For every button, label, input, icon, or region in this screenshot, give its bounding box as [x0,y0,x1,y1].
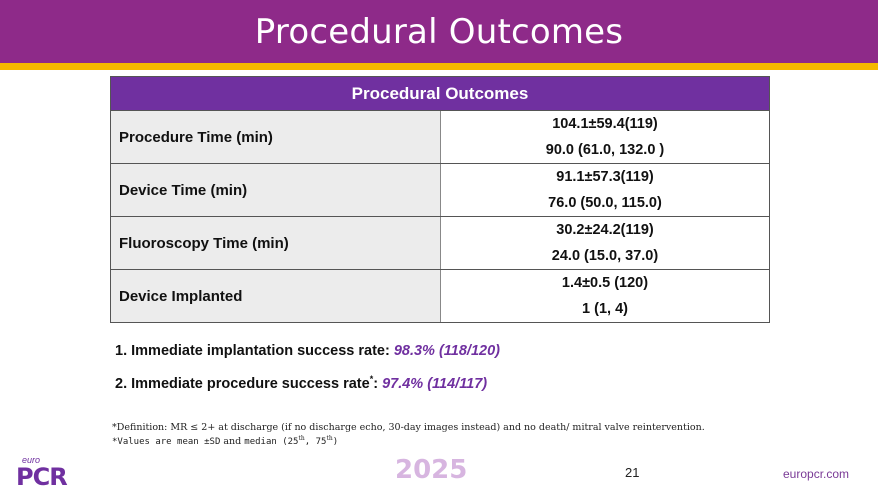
table-row: Device Implanted 1.4±0.5 (120) 1 (1, 4) [111,270,769,322]
row-value-mean: 104.1±59.4(119) [552,116,658,132]
title-bar: Procedural Outcomes [0,0,878,63]
row-value-median: 76.0 (50.0, 115.0) [548,195,662,211]
row-value-median: 90.0 (61.0, 132.0 ) [545,142,665,158]
slide-title: Procedural Outcomes [254,11,624,52]
title-stripe [0,63,878,70]
table-row: Device Time (min) 91.1±57.3(119) 76.0 (5… [111,164,769,217]
row-value-mean: 30.2±24.2(119) [556,222,654,238]
outcome-number: 2. [115,375,128,392]
outcome-item: 1. Immediate implantation success rate: … [115,340,500,368]
table-row: Procedure Time (min) 104.1±59.4(119) 90.… [111,111,769,164]
table-row: Fluoroscopy Time (min) 30.2±24.2(119) 24… [111,217,769,270]
outcome-text: Immediate procedure success rate [131,375,370,392]
outcomes-table: Procedural Outcomes Procedure Time (min)… [110,76,770,323]
row-value-mean: 91.1±57.3(119) [556,169,654,185]
footnote-definition: *Definition: MR ≤ 2+ at discharge (if no… [112,422,705,433]
row-value-median: 24.0 (15.0, 37.0) [551,248,659,264]
outcome-colon: : [373,375,379,392]
event-year: 2025 [395,455,468,485]
logo-pcr-text: PCR [16,463,68,491]
outcome-footnote-mark: * [369,374,374,384]
row-label: Procedure Time (min) [111,111,441,163]
europcr-logo: euro PCR [16,455,76,491]
page-number: 21 [625,465,640,480]
logo-euro-text: euro [22,455,41,465]
row-value-mean: 1.4±0.5 (120) [561,275,649,291]
table-title: Procedural Outcomes [111,77,769,111]
outcome-number: 1. [115,343,128,359]
row-value-median: 1 (1, 4) [582,301,628,317]
outcome-text: Immediate implantation success rate: [131,343,390,359]
outcome-list: 1. Immediate implantation success rate: … [115,340,500,396]
outcome-value: 97.4% (114/117) [382,375,488,392]
outcome-value: 98.3% (118/120) [393,343,500,359]
footnote-values: *Values are mean ±SD and median (25th, 7… [112,435,339,448]
website-link: europcr.com [783,467,850,481]
row-label: Fluoroscopy Time (min) [111,217,441,269]
row-label: Device Implanted [111,270,441,322]
row-label: Device Time (min) [111,164,441,216]
outcome-item: 2. Immediate procedure success rate*: 97… [115,368,500,396]
